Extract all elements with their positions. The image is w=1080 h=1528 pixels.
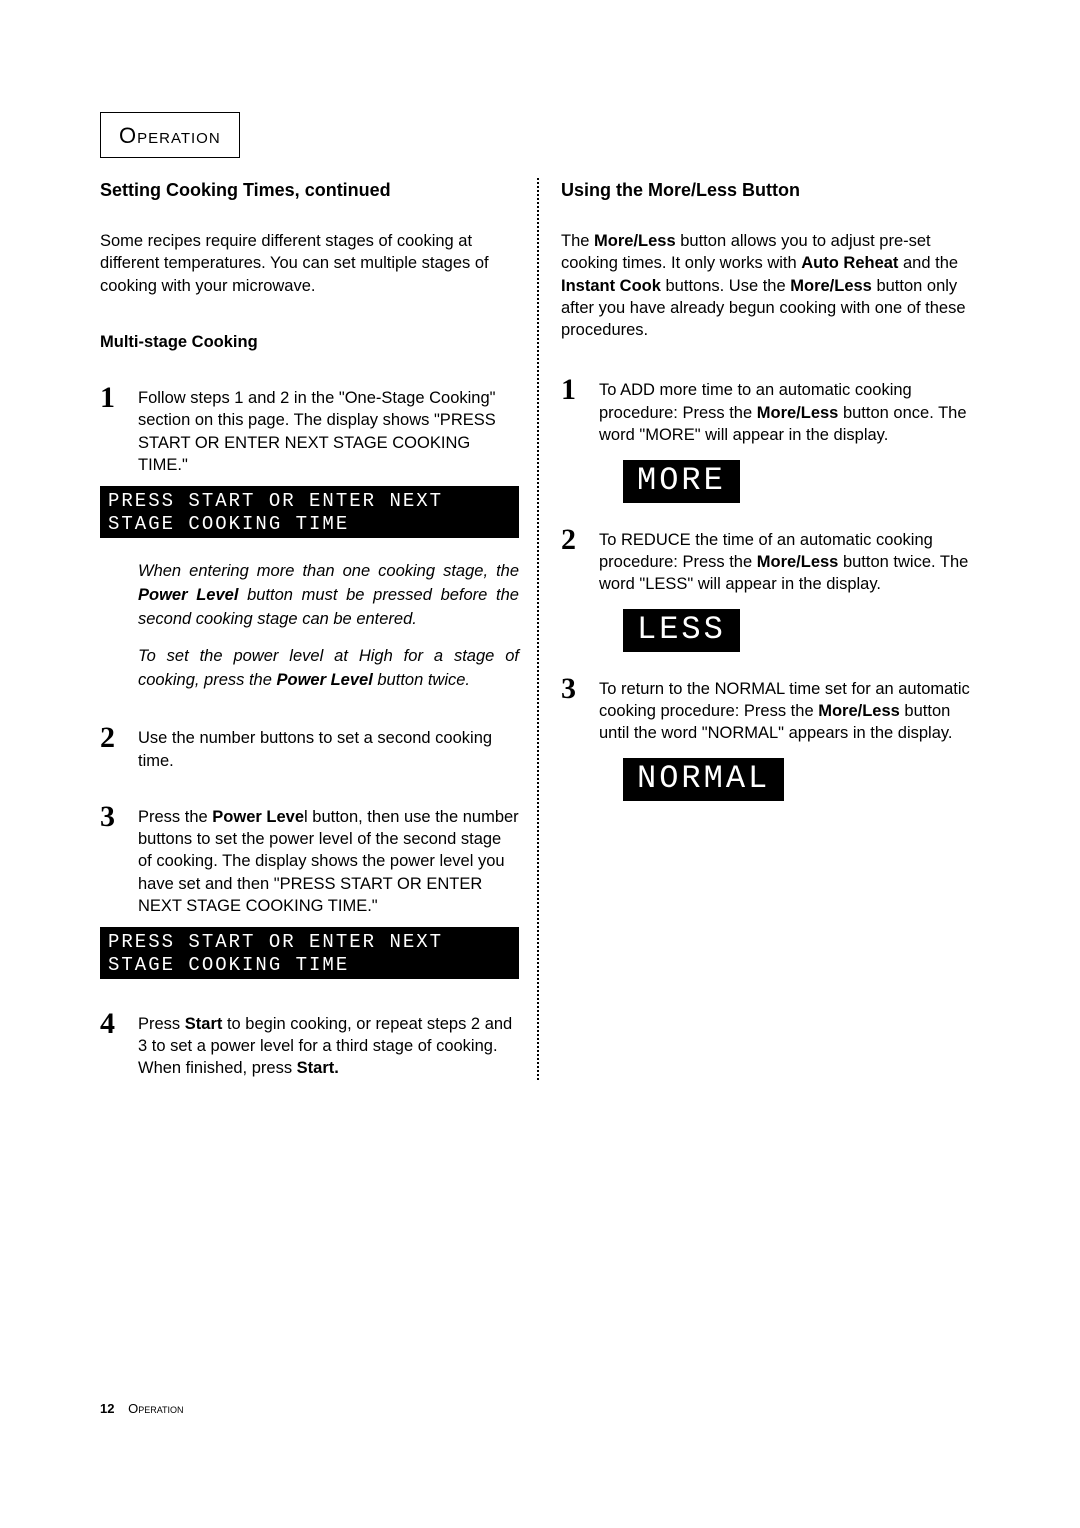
section-header-box: Operation xyxy=(100,112,240,158)
step-4-d: Start. xyxy=(297,1059,339,1077)
step-body: Press Start to begin cooking, or repeat … xyxy=(138,1009,519,1080)
step-number: 2 xyxy=(561,525,585,658)
ri-f: Instant Cook xyxy=(561,277,661,295)
step-3-b: Power Leve xyxy=(212,808,304,826)
page-footer: 12 Operation xyxy=(100,1400,184,1418)
step-number: 3 xyxy=(561,674,585,807)
step-4-a: Press xyxy=(138,1015,185,1033)
step-1-text: Follow steps 1 and 2 in the "One-Stage C… xyxy=(138,389,496,474)
step-1: 1 Follow steps 1 and 2 in the "One-Stage… xyxy=(100,383,519,476)
rs3-b: More/Less xyxy=(818,702,900,720)
left-intro-text: Some recipes require different stages of… xyxy=(100,230,519,297)
ri-a: The xyxy=(561,232,594,250)
step-2: 2 Use the number buttons to set a second… xyxy=(100,723,519,772)
step-2-text: Use the number buttons to set a second c… xyxy=(138,729,492,769)
lcd-display-2: PRESS START OR ENTER NEXT STAGE COOKING … xyxy=(100,927,519,979)
step-body: To ADD more time to an automatic cooking… xyxy=(599,375,980,508)
right-step-2: 2 To REDUCE the time of an automatic coo… xyxy=(561,525,980,658)
note-1-a: When entering more than one cooking stag… xyxy=(138,562,519,580)
lcd-less: LESS xyxy=(623,609,740,651)
section-header-label: Operation xyxy=(119,123,221,148)
left-section-title: Setting Cooking Times, continued xyxy=(100,178,519,202)
step-body: Use the number buttons to set a second c… xyxy=(138,723,519,772)
right-intro: The More/Less button allows you to adjus… xyxy=(561,230,980,341)
step-body: To REDUCE the time of an automatic cooki… xyxy=(599,525,980,658)
note-1-b: Power Level xyxy=(138,586,238,604)
step-body: To return to the NORMAL time set for an … xyxy=(599,674,980,807)
step-3-a: Press the xyxy=(138,808,212,826)
lcd-more: MORE xyxy=(623,460,740,502)
ri-e: and the xyxy=(898,254,958,272)
note-2-c: button twice. xyxy=(373,671,470,689)
right-step-1: 1 To ADD more time to an automatic cooki… xyxy=(561,375,980,508)
rs1-b: More/Less xyxy=(757,404,839,422)
page-number: 12 xyxy=(100,1401,114,1416)
step-number: 1 xyxy=(561,375,585,508)
note-2: To set the power level at High for a sta… xyxy=(100,645,519,693)
step-number: 2 xyxy=(100,723,124,772)
rs2-b: More/Less xyxy=(757,553,839,571)
ri-g: buttons. Use the xyxy=(661,277,790,295)
step-4: 4 Press Start to begin cooking, or repea… xyxy=(100,1009,519,1080)
lcd-display-1: PRESS START OR ENTER NEXT STAGE COOKING … xyxy=(100,486,519,538)
right-column: Using the More/Less Button The More/Less… xyxy=(539,178,980,1080)
step-body: Press the Power Level button, then use t… xyxy=(138,802,519,917)
right-step-3: 3 To return to the NORMAL time set for a… xyxy=(561,674,980,807)
step-number: 1 xyxy=(100,383,124,476)
footer-section: Operation xyxy=(118,1401,183,1416)
step-body: Follow steps 1 and 2 in the "One-Stage C… xyxy=(138,383,519,476)
left-column: Setting Cooking Times, continued Some re… xyxy=(100,178,539,1080)
ri-d: Auto Reheat xyxy=(801,254,898,272)
right-section-title: Using the More/Less Button xyxy=(561,178,980,202)
note-2-b: Power Level xyxy=(277,671,373,689)
left-sub-title: Multi-stage Cooking xyxy=(100,331,519,353)
ri-h: More/Less xyxy=(790,277,872,295)
step-3: 3 Press the Power Level button, then use… xyxy=(100,802,519,917)
step-4-b: Start xyxy=(185,1015,223,1033)
step-number: 4 xyxy=(100,1009,124,1080)
note-1: When entering more than one cooking stag… xyxy=(100,560,519,632)
lcd-normal: NORMAL xyxy=(623,758,784,800)
content-columns: Setting Cooking Times, continued Some re… xyxy=(100,178,980,1080)
ri-b: More/Less xyxy=(594,232,676,250)
step-number: 3 xyxy=(100,802,124,917)
